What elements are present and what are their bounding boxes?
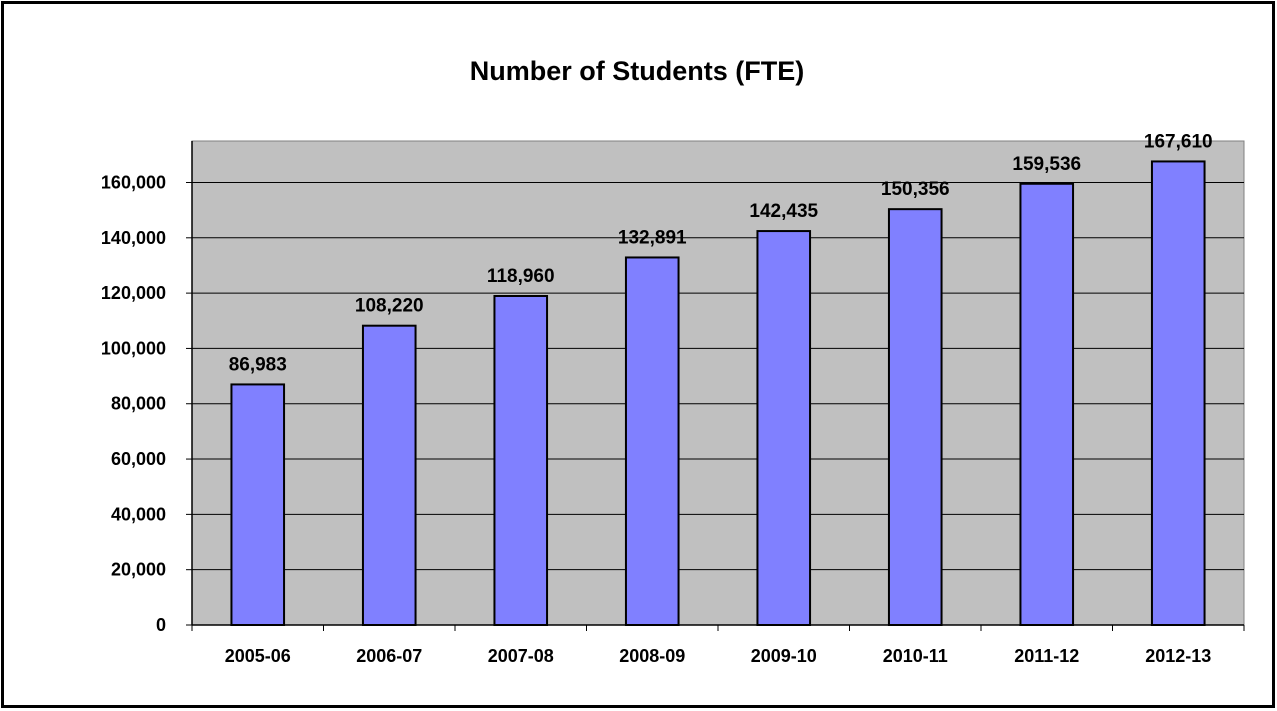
y-axis-ticks: 0 20,000 40,000 60,000 80,000 100,000 120,000 1… [101, 172, 192, 635]
x-tick-label: 2008-09 [619, 646, 685, 666]
data-label: 142,435 [749, 201, 818, 222]
data-label: 159,536 [1012, 154, 1081, 175]
data-label: 132,891 [618, 227, 687, 248]
data-label: 167,610 [1144, 131, 1213, 152]
bar-2006-07 [361, 324, 417, 626]
data-label: 150,356 [881, 179, 950, 200]
chart-title: Number of Students (FTE) [470, 56, 804, 86]
x-tick-label: 2010-11 [883, 646, 948, 666]
bar-2011-12 [1019, 182, 1075, 626]
x-tick-label: 2007-08 [488, 646, 554, 666]
x-axis-ticks: 2005-06 2006-07 2007-08 2008-09 2009-10 2010-… [191, 625, 1245, 666]
y-tick-label: 120,000 [101, 283, 166, 303]
data-label: 118,960 [487, 266, 555, 287]
y-tick-label: 80,000 [111, 394, 166, 414]
y-tick-label: 60,000 [111, 449, 166, 469]
x-tick-label: 2012-13 [1145, 646, 1211, 666]
y-tick-label: 140,000 [101, 228, 166, 248]
data-label: 108,220 [355, 296, 424, 317]
bars [230, 160, 1206, 626]
plot-area [191, 140, 1245, 626]
y-tick-label: 0 [156, 615, 166, 635]
x-tick-label: 2006-07 [356, 646, 422, 666]
y-tick-label: 100,000 [101, 338, 166, 358]
x-tick-label: 2005-06 [225, 646, 291, 666]
bar-2010-11 [887, 208, 943, 626]
bar-2005-06 [230, 383, 286, 626]
bar-2012-13 [1150, 160, 1206, 626]
bar-2008-09 [624, 256, 680, 626]
x-tick-label: 2011-12 [1014, 646, 1079, 666]
y-tick-label: 160,000 [101, 172, 166, 192]
y-tick-label: 40,000 [111, 504, 166, 524]
x-tick-label: 2009-10 [751, 646, 817, 666]
data-label: 86,983 [229, 354, 287, 375]
bar-2007-08 [493, 294, 549, 626]
data-labels: 86,983 108,220 118,960 132,891 142,435 150,35… [229, 131, 1213, 375]
bar-2009-10 [756, 230, 812, 626]
y-tick-label: 20,000 [111, 560, 166, 580]
